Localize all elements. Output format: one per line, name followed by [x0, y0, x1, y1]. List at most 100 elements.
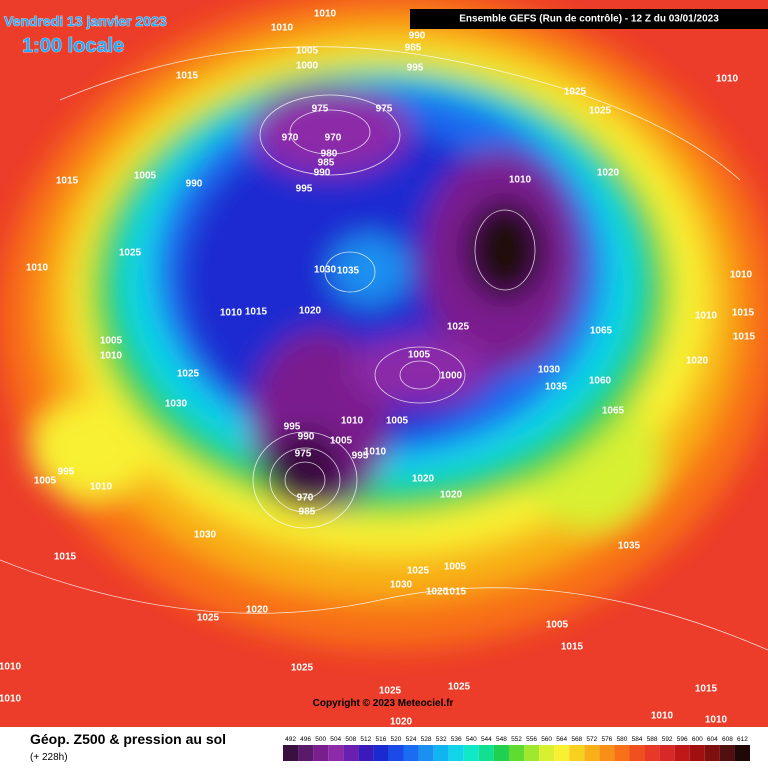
isobar-label: 1035 — [545, 382, 568, 393]
isobar-label: 1000 — [440, 371, 463, 382]
legend-swatch — [463, 745, 479, 761]
legend-label: 592 — [662, 736, 673, 743]
legend-label: 596 — [677, 736, 688, 743]
isobar-label: 975 — [312, 104, 329, 115]
legend-swatch — [328, 745, 344, 761]
isobar-label: 1005 — [444, 562, 467, 573]
legend-label: 516 — [375, 736, 386, 743]
isobar-label: 1010 — [695, 311, 718, 322]
legend-label: 572 — [586, 736, 597, 743]
isobar-label: 1025 — [119, 248, 142, 259]
isobar-label: 980 — [321, 149, 338, 160]
isobar-label: 1025 — [177, 369, 200, 380]
legend-swatch — [659, 745, 675, 761]
isobar-label: 1015 — [56, 176, 79, 187]
legend-label: 552 — [511, 736, 522, 743]
legend-swatch — [478, 745, 494, 761]
legend-label: 496 — [300, 736, 311, 743]
legend-swatch — [719, 745, 735, 761]
legend-swatch — [629, 745, 645, 761]
isobar-label: 1010 — [220, 308, 243, 319]
legend-swatch — [403, 745, 419, 761]
legend-label: 608 — [722, 736, 733, 743]
isobar-label: 1010 — [271, 23, 294, 34]
legend-swatch — [704, 745, 720, 761]
isobar-label: 1060 — [589, 376, 612, 387]
legend-swatch — [283, 745, 299, 761]
isobar-label: 1010 — [509, 175, 532, 186]
isobar-label: 1025 — [379, 686, 402, 697]
isobar-label: 1065 — [590, 326, 613, 337]
isobar-label: 975 — [376, 104, 393, 115]
height-field — [0, 0, 768, 650]
isobar-label: 1025 — [564, 87, 587, 98]
isobar-label: 1005 — [330, 436, 353, 447]
isobar-labels: 1010101010051000990985995101510251025101… — [0, 9, 756, 728]
date: Vendredi 13 janvier 2023 — [4, 13, 167, 29]
isobar-label: 1025 — [407, 566, 430, 577]
footer-lead: (+ 228h) — [30, 752, 68, 763]
isobar-label: 1015 — [245, 307, 268, 318]
isobar-label: 1005 — [546, 620, 569, 631]
legend-label: 532 — [436, 736, 447, 743]
legend-swatch — [584, 745, 600, 761]
isobar-label: 995 — [352, 451, 369, 462]
isobar-label: 1020 — [246, 605, 269, 616]
legend-label: 604 — [707, 736, 718, 743]
isobar-label: 1010 — [705, 715, 728, 726]
isobar-label: 990 — [186, 179, 203, 190]
isobar-label: 1010 — [651, 711, 674, 722]
isobar-label: 1025 — [589, 106, 612, 117]
isobar-label: 1010 — [730, 270, 753, 281]
isobar-label: 1015 — [54, 552, 77, 563]
isobar-label: 1005 — [296, 46, 319, 57]
isobar-label: 1030 — [165, 399, 188, 410]
legend-swatch — [493, 745, 509, 761]
legend-label: 568 — [571, 736, 582, 743]
isobar-label: 970 — [282, 133, 299, 144]
isobar-label: 1020 — [440, 490, 463, 501]
isobar-label: 1005 — [408, 350, 431, 361]
legend-label: 588 — [647, 736, 658, 743]
isobar-label: 990 — [314, 168, 331, 179]
legend-label: 560 — [541, 736, 552, 743]
isobar-label: 1020 — [686, 356, 709, 367]
isobar-label: 1010 — [364, 447, 387, 458]
isobar-label: 1020 — [299, 306, 322, 317]
legend-swatch — [524, 745, 540, 761]
legend-swatch — [448, 745, 464, 761]
isobar-label: 1020 — [390, 717, 413, 728]
isobar-label: 995 — [284, 422, 301, 433]
isobars — [0, 46, 768, 651]
isobar-label: 1010 — [0, 694, 22, 705]
legend-swatch — [343, 745, 359, 761]
copyright: Copyright © 2023 Meteociel.fr — [313, 698, 454, 709]
legend-label: 580 — [617, 736, 628, 743]
isobar-label: 1030 — [538, 365, 561, 376]
footer-title: Géop. Z500 & pression au sol — [30, 731, 226, 747]
isobar-label: 1010 — [716, 74, 739, 85]
legend-label: 584 — [632, 736, 643, 743]
isobar-label: 1000 — [296, 61, 319, 72]
banner: Ensemble GEFS (Run de contrôle) - 12 Z d… — [459, 14, 719, 25]
legend-swatch — [373, 745, 389, 761]
isobar-label: 1010 — [100, 351, 123, 362]
legend-label: 564 — [556, 736, 567, 743]
legend-swatch — [313, 745, 329, 761]
isobar-label: 1010 — [26, 263, 49, 274]
isobar-label: 1015 — [695, 684, 718, 695]
legend-swatch — [554, 745, 570, 761]
legend-swatch — [614, 745, 630, 761]
legend-swatch — [298, 745, 314, 761]
isobar-label: 1020 — [597, 168, 620, 179]
isobar-label: 1025 — [447, 322, 470, 333]
legend-swatch — [358, 745, 374, 761]
isobar-label: 1065 — [602, 406, 625, 417]
isobar-label: 1015 — [176, 71, 199, 82]
legend-swatch — [433, 745, 449, 761]
isobar-label: 975 — [295, 449, 312, 460]
isobar-label: 1020 — [412, 474, 435, 485]
isobar-label: 1015 — [732, 308, 755, 319]
legend-label: 612 — [737, 736, 748, 743]
